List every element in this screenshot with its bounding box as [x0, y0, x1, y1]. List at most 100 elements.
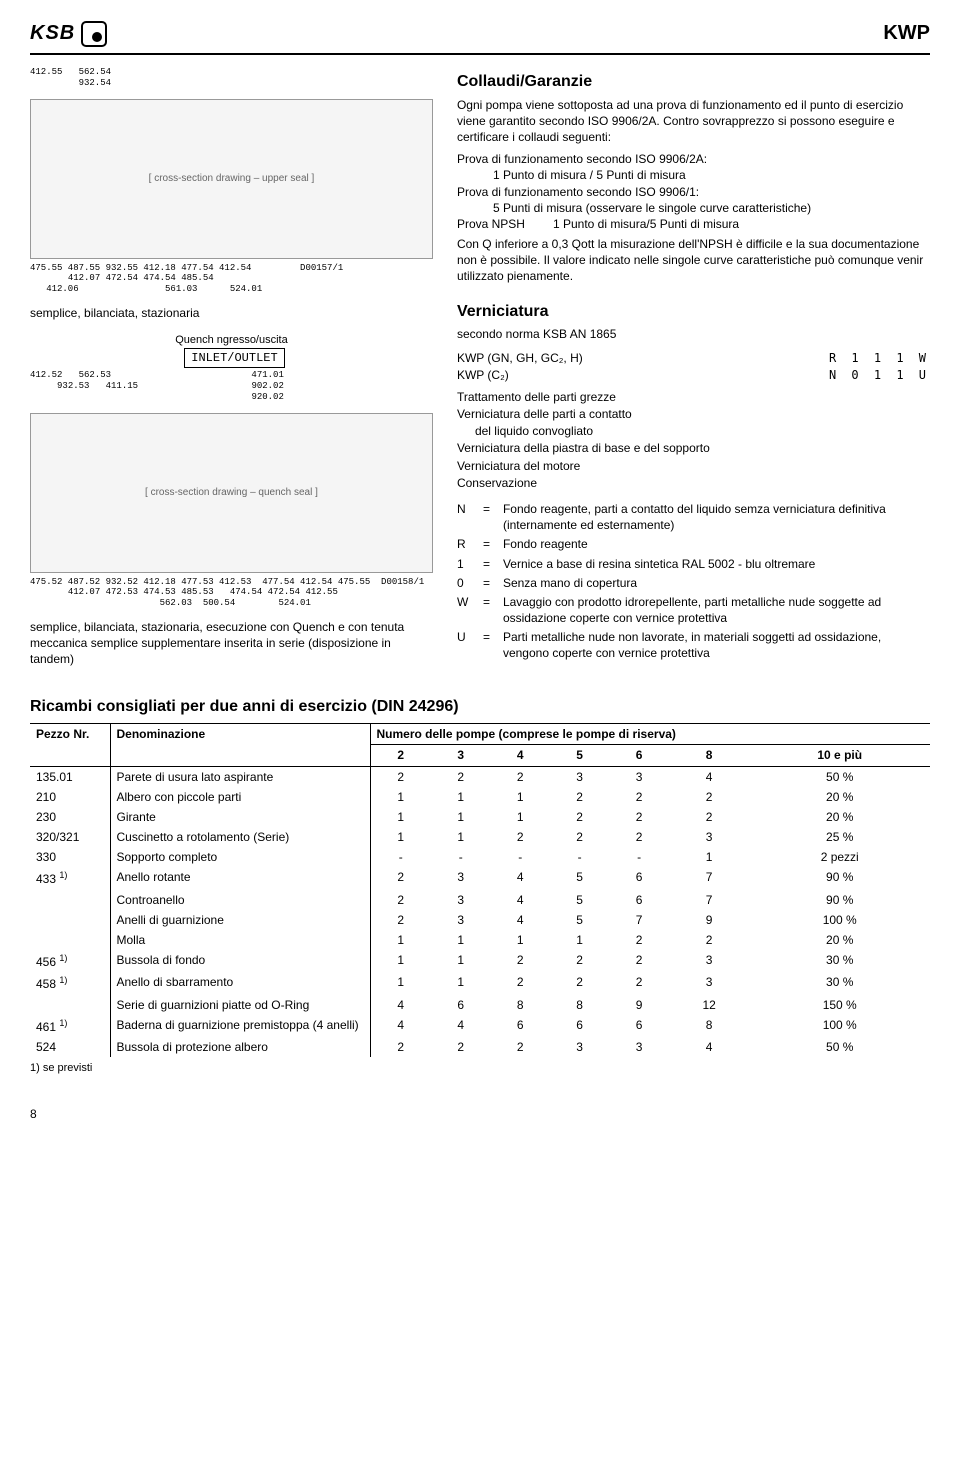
table-row: Serie di guarnizioni piatte od O-Ring468…: [30, 995, 930, 1015]
th-group: Numero delle pompe (comprese le pompe di…: [370, 724, 930, 745]
table-row: 135.01Parete di usura lato aspirante2223…: [30, 766, 930, 787]
cell-qty: 1: [490, 787, 549, 807]
cell-qty: -: [431, 847, 490, 867]
cell-qty: 7: [609, 910, 668, 930]
cell-qty: 12: [669, 995, 750, 1015]
cell-qty: 1: [431, 930, 490, 950]
cell-qty: 90 %: [749, 890, 930, 910]
cell-denom: Anello rotante: [110, 867, 370, 889]
cell-denom: Albero con piccole parti: [110, 787, 370, 807]
verniciatura-sub: secondo norma KSB AN 1865: [457, 326, 930, 342]
cell-qty: 1: [370, 950, 431, 972]
cell-qty: 2: [431, 1037, 490, 1057]
logo: KSB: [30, 20, 107, 47]
cell-qty: 1: [370, 827, 431, 847]
document-id: KWP: [883, 20, 930, 47]
cell-qty: 2: [431, 766, 490, 787]
cell-qty: 2: [370, 890, 431, 910]
collaudi-l1: Prova di funzionamento secondo ISO 9906/…: [457, 151, 930, 167]
th-qty: 10 e più: [749, 745, 930, 766]
paint-spec-row-2: KWP (C₂) N 0 1 1 U: [457, 367, 930, 383]
page-number: 8: [30, 1106, 930, 1122]
cell-qty: 2: [490, 950, 549, 972]
cell-qty: 3: [609, 1037, 668, 1057]
treatment-3: Verniciatura della piastra di base e del…: [457, 440, 930, 456]
cell-qty: 2: [669, 930, 750, 950]
treatment-list: Trattamento delle parti grezze Verniciat…: [457, 389, 930, 491]
cell-qty: 2: [609, 972, 668, 994]
cell-denom: Girante: [110, 807, 370, 827]
cell-qty: 4: [370, 1015, 431, 1037]
def-key: 0: [457, 575, 475, 591]
quench-label: Quench ngresso/uscita: [175, 334, 288, 346]
cell-qty: 4: [669, 1037, 750, 1057]
def-eq: =: [483, 629, 495, 661]
cell-qty: 2: [669, 807, 750, 827]
paint-spec-2-left: KWP (C₂): [457, 367, 509, 383]
cell-qty: 1: [431, 807, 490, 827]
cell-denom: Anello di sbarramento: [110, 972, 370, 994]
cell-qty: 50 %: [749, 766, 930, 787]
cell-qty: 2: [370, 1037, 431, 1057]
cell-qty: 2: [490, 1037, 549, 1057]
th-qty: 6: [609, 745, 668, 766]
def-eq: =: [483, 594, 495, 626]
def-key: R: [457, 536, 475, 552]
figure-2-placeholder: [ cross-section drawing – quench seal ]: [145, 486, 318, 500]
cell-qty: 1: [431, 787, 490, 807]
cell-nr: 135.01: [30, 766, 110, 787]
cell-qty: 7: [669, 867, 750, 889]
cell-qty: 6: [609, 890, 668, 910]
caption-1: semplice, bilanciata, stazionaria: [30, 305, 433, 321]
cell-qty: 1: [490, 930, 549, 950]
table-row: Anelli di guarnizione234579100 %: [30, 910, 930, 930]
collaudi-l3: Prova NPSH 1 Punto di misura/5 Punti di …: [457, 216, 930, 232]
cell-qty: 1: [370, 930, 431, 950]
th-qty: 8: [669, 745, 750, 766]
cell-nr: [30, 910, 110, 930]
cell-qty: 5: [550, 867, 609, 889]
cell-qty: 1: [431, 827, 490, 847]
cell-qty: 2: [609, 807, 668, 827]
cell-qty: 4: [431, 1015, 490, 1037]
cell-qty: 7: [669, 890, 750, 910]
table-row: 230Girante11122220 %: [30, 807, 930, 827]
cell-qty: 3: [669, 827, 750, 847]
fig2-callouts-bottom: 475.52 487.52 932.52 412.18 477.53 412.5…: [30, 577, 433, 609]
definition-row: U=Parti metalliche nude non lavorate, in…: [457, 629, 930, 661]
cell-qty: 25 %: [749, 827, 930, 847]
collaudi-l3b: 1 Punto di misura/5 Punti di misura: [553, 216, 739, 232]
cell-qty: 30 %: [749, 972, 930, 994]
collaudi-l1a: 1 Punto di misura / 5 Punti di misura: [457, 167, 930, 183]
cell-qty: 2: [370, 910, 431, 930]
table-row: 330Sopporto completo-----12 pezzi: [30, 847, 930, 867]
definition-list: N = Fondo reagente, parti a contatto del l…: [457, 501, 930, 662]
cell-qty: 2: [550, 827, 609, 847]
cell-qty: 1: [370, 787, 431, 807]
cell-denom: Serie di guarnizioni piatte od O-Ring: [110, 995, 370, 1015]
collaudi-p2: Con Q inferiore a 0,3 Qott la misurazion…: [457, 236, 930, 285]
cell-qty: 2: [609, 930, 668, 950]
fig1-callouts-bottom: 475.55 487.55 932.55 412.18 477.54 412.5…: [30, 263, 433, 295]
cell-qty: 2: [370, 766, 431, 787]
cell-qty: 8: [669, 1015, 750, 1037]
logo-text: KSB: [30, 20, 75, 47]
cell-denom: Bussola di fondo: [110, 950, 370, 972]
def-value: Fondo reagente, parti a contatto del liq…: [503, 501, 930, 533]
cell-qty: 3: [431, 910, 490, 930]
cell-qty: -: [550, 847, 609, 867]
cell-nr: 433 1): [30, 867, 110, 889]
def-value: Parti metalliche nude non lavorate, in m…: [503, 629, 930, 661]
cell-qty: 1: [370, 807, 431, 827]
cell-qty: 4: [490, 910, 549, 930]
cell-qty: 3: [669, 950, 750, 972]
def-key: W: [457, 594, 475, 626]
cell-qty: 2: [550, 972, 609, 994]
cell-nr: 330: [30, 847, 110, 867]
cell-nr: 524: [30, 1037, 110, 1057]
def-key: N: [457, 501, 475, 533]
figure-1-placeholder: [ cross-section drawing – upper seal ]: [149, 172, 315, 186]
th-qty: 3: [431, 745, 490, 766]
cell-qty: 20 %: [749, 787, 930, 807]
treatment-4: Verniciatura del motore: [457, 458, 930, 474]
